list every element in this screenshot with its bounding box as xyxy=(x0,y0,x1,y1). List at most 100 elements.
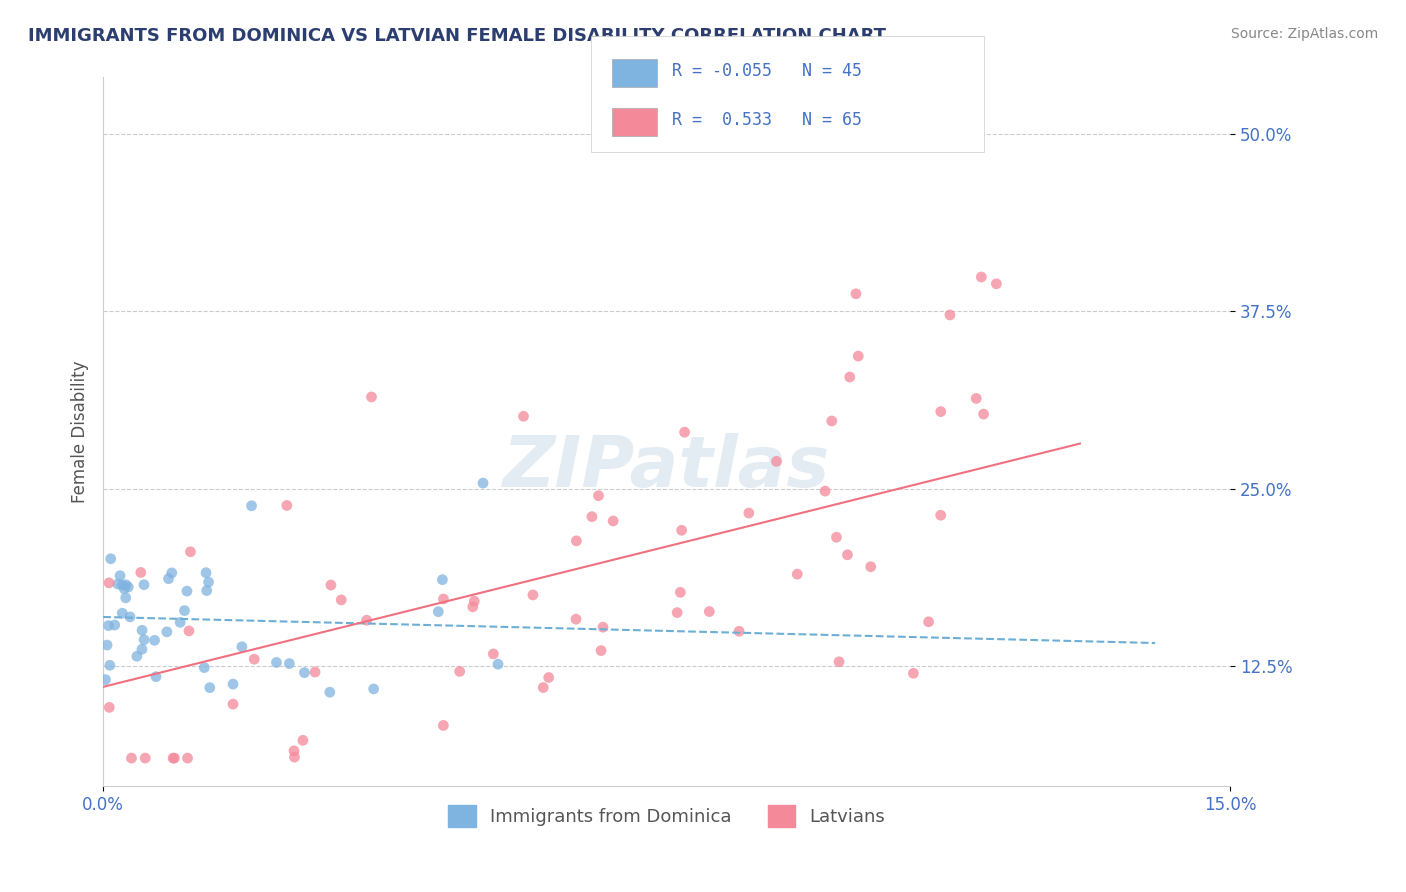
Latvians xyxy=(838,370,860,384)
Latvians xyxy=(565,612,588,626)
Immigrants from Dominica xyxy=(131,642,153,657)
Latvians xyxy=(276,499,298,513)
Latvians xyxy=(588,489,610,503)
Immigrants from Dominica xyxy=(145,670,167,684)
Latvians xyxy=(163,751,186,765)
Immigrants from Dominica xyxy=(131,624,153,638)
Latvians xyxy=(304,665,326,679)
Latvians xyxy=(330,593,353,607)
Immigrants from Dominica xyxy=(114,591,136,605)
Latvians xyxy=(673,425,696,440)
Latvians xyxy=(821,414,844,428)
Immigrants from Dominica xyxy=(197,575,219,590)
Latvians xyxy=(666,606,689,620)
Latvians xyxy=(522,588,544,602)
Latvians xyxy=(592,620,614,634)
Text: R = -0.055   N = 45: R = -0.055 N = 45 xyxy=(672,62,862,80)
Immigrants from Dominica xyxy=(427,605,450,619)
Latvians xyxy=(837,548,859,562)
Immigrants from Dominica xyxy=(107,577,129,591)
Text: Source: ZipAtlas.com: Source: ZipAtlas.com xyxy=(1230,27,1378,41)
Latvians xyxy=(565,533,588,548)
Latvians xyxy=(786,567,808,582)
Latvians xyxy=(121,751,143,765)
Immigrants from Dominica xyxy=(176,584,198,599)
Latvians xyxy=(537,671,560,685)
Latvians xyxy=(531,681,554,695)
Latvians xyxy=(697,605,720,619)
Latvians xyxy=(129,566,152,580)
Latvians xyxy=(243,652,266,666)
Latvians xyxy=(432,718,454,732)
Latvians xyxy=(449,665,471,679)
Immigrants from Dominica xyxy=(294,665,316,680)
Latvians xyxy=(602,514,624,528)
Latvians xyxy=(929,404,952,418)
Text: R =  0.533   N = 65: R = 0.533 N = 65 xyxy=(672,112,862,129)
Latvians xyxy=(98,575,121,590)
Latvians xyxy=(986,277,1008,291)
Latvians xyxy=(917,615,939,629)
Latvians xyxy=(319,578,342,592)
Immigrants from Dominica xyxy=(111,578,134,592)
Immigrants from Dominica xyxy=(132,578,155,592)
Immigrants from Dominica xyxy=(132,632,155,647)
Text: IMMIGRANTS FROM DOMINICA VS LATVIAN FEMALE DISABILITY CORRELATION CHART: IMMIGRANTS FROM DOMINICA VS LATVIAN FEMA… xyxy=(28,27,886,45)
Latvians xyxy=(765,454,787,468)
Immigrants from Dominica xyxy=(240,499,263,513)
Latvians xyxy=(360,390,382,404)
Immigrants from Dominica xyxy=(173,604,195,618)
Immigrants from Dominica xyxy=(104,618,127,632)
Immigrants from Dominica xyxy=(195,583,218,598)
Immigrants from Dominica xyxy=(231,640,253,654)
Latvians xyxy=(512,409,534,424)
Immigrants from Dominica xyxy=(125,649,148,664)
Latvians xyxy=(859,559,882,574)
Immigrants from Dominica xyxy=(195,566,218,580)
Latvians xyxy=(845,286,868,301)
Latvians xyxy=(283,744,305,758)
Immigrants from Dominica xyxy=(363,681,385,696)
Immigrants from Dominica xyxy=(278,657,301,671)
Immigrants from Dominica xyxy=(117,580,139,594)
Latvians xyxy=(828,655,851,669)
Latvians xyxy=(177,624,200,638)
Immigrants from Dominica xyxy=(143,633,166,648)
Latvians xyxy=(356,613,378,627)
Latvians xyxy=(814,484,837,499)
Immigrants from Dominica xyxy=(111,606,134,620)
Y-axis label: Female Disability: Female Disability xyxy=(72,360,89,503)
Latvians xyxy=(176,751,198,765)
Immigrants from Dominica xyxy=(319,685,342,699)
Latvians xyxy=(162,751,184,765)
Immigrants from Dominica xyxy=(486,657,509,672)
Immigrants from Dominica xyxy=(156,624,179,639)
Latvians xyxy=(463,594,485,608)
Latvians xyxy=(903,666,925,681)
Immigrants from Dominica xyxy=(193,660,215,674)
Immigrants from Dominica xyxy=(472,476,495,491)
Immigrants from Dominica xyxy=(94,673,117,687)
Latvians xyxy=(929,508,952,523)
Latvians xyxy=(846,349,869,363)
Immigrants from Dominica xyxy=(432,573,454,587)
Immigrants from Dominica xyxy=(108,568,131,582)
Immigrants from Dominica xyxy=(160,566,183,580)
Latvians xyxy=(965,392,987,406)
Latvians xyxy=(738,506,761,520)
Immigrants from Dominica xyxy=(222,677,245,691)
Immigrants from Dominica xyxy=(97,618,120,632)
Latvians xyxy=(973,407,995,421)
Immigrants from Dominica xyxy=(98,658,121,673)
Latvians xyxy=(728,624,751,639)
Immigrants from Dominica xyxy=(198,681,221,695)
Latvians xyxy=(179,545,201,559)
Latvians xyxy=(939,308,962,322)
Latvians xyxy=(291,733,314,747)
Legend: Immigrants from Dominica, Latvians: Immigrants from Dominica, Latvians xyxy=(441,797,893,834)
Immigrants from Dominica xyxy=(96,638,118,652)
Latvians xyxy=(970,270,993,285)
Immigrants from Dominica xyxy=(157,572,180,586)
Immigrants from Dominica xyxy=(118,610,141,624)
Latvians xyxy=(222,697,245,711)
